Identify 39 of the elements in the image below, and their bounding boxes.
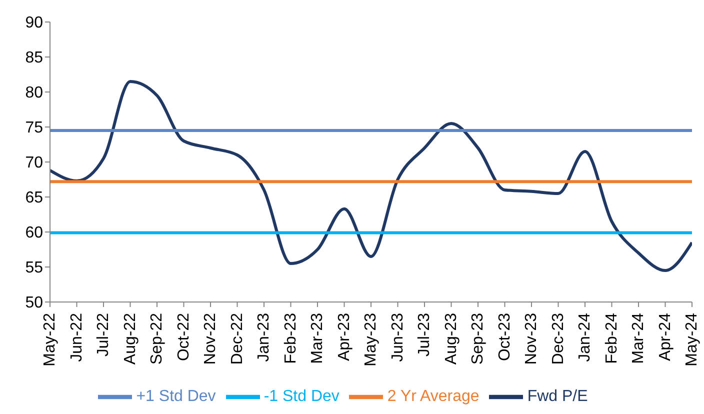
y-tick-label: 75 [25, 120, 44, 137]
y-tick-label: 50 [25, 294, 44, 312]
x-tick-label: Aug-22 [122, 312, 139, 365]
y-tick-label: 65 [25, 190, 44, 207]
legend-label: Fwd P/E [527, 388, 588, 406]
x-tick-label: Mar-23 [309, 312, 326, 364]
y-tick-label: 55 [25, 260, 44, 277]
x-tick-label: Oct-23 [496, 312, 514, 362]
legend-label: 2 Yr Average [387, 388, 480, 406]
legend-label: +1 Std Dev [136, 388, 216, 406]
x-tick-label: May-24 [684, 312, 700, 366]
y-tick-label: 90 [25, 14, 44, 32]
x-tick-label: Sep-22 [148, 312, 166, 365]
x-tick-label: Jun-22 [68, 312, 86, 362]
x-tick-label: Mar-24 [630, 312, 647, 364]
legend-label: -1 Std Dev [264, 388, 340, 406]
y-tick-label: 80 [25, 84, 44, 102]
x-tick-label: Apr-24 [656, 312, 674, 362]
y-tick-label: 85 [25, 50, 44, 67]
x-tick-label: May-23 [362, 312, 380, 366]
y-tick-label: 60 [25, 224, 44, 242]
x-tick-label: Nov-23 [523, 312, 540, 365]
y-tick-label: 70 [25, 154, 44, 172]
x-tick-label: Feb-23 [282, 312, 300, 364]
x-tick-label: Sep-23 [470, 312, 486, 365]
x-tick-label: May-22 [42, 312, 58, 366]
x-tick-label: Jan-23 [256, 312, 272, 362]
x-tick-label: Dec-23 [550, 312, 567, 365]
x-tick-label: Apr-23 [336, 312, 353, 362]
x-tick-label: Feb-24 [603, 312, 620, 364]
x-tick-label: Nov-22 [202, 312, 219, 365]
x-tick-label: Jul-22 [95, 312, 112, 357]
x-tick-label: Dec-22 [228, 312, 246, 365]
x-tick-label: Aug-23 [442, 312, 460, 365]
x-tick-label: Jul-23 [416, 312, 433, 357]
x-tick-label: Jan-24 [576, 312, 594, 362]
line-series [50, 80, 692, 272]
x-tick-label: Jun-23 [389, 312, 406, 362]
x-tick-label: Oct-22 [175, 312, 192, 362]
